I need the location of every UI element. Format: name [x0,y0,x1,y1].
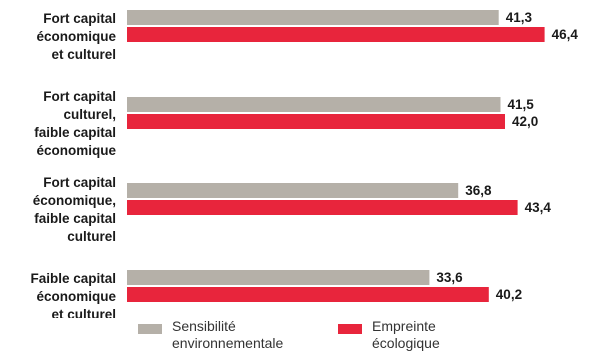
data-label: 43,4 [525,200,552,215]
data-label: 41,3 [506,10,533,25]
bar-sensibilite [127,97,501,112]
data-label: 42,0 [512,114,538,129]
legend-label-sensibilite: Sensibilité environnementale [172,318,284,351]
legend-item-sensibilite: Sensibilité environnementale [138,318,283,352]
bar-sensibilite [127,270,430,285]
category-label: Fort capital culturel, faible capital écono… [34,89,116,158]
bar-sensibilite [127,183,459,198]
data-label: 33,6 [436,270,463,285]
legend-swatch-sensibilite [138,324,162,334]
bar-chart: Fort capital économique et culturel 41,3 46,… [30,10,579,318]
data-label: 36,8 [465,183,492,198]
data-label: 46,4 [552,27,579,42]
data-label: 40,2 [496,287,522,302]
bar-sensibilite [127,10,499,25]
category-label: Fort capital économique et culturel [36,11,116,62]
data-label: 41,5 [508,97,535,112]
category-label: Faible capital économique et culturel [30,271,116,318]
legend-label-empreinte: Empreinte écologique [372,318,440,351]
legend-swatch-empreinte [338,324,362,334]
category-label: Fort capital économique, faible capital cul… [33,175,116,244]
bar-empreinte [127,27,545,42]
bar-empreinte [127,200,518,215]
legend-item-empreinte: Empreinte écologique [338,318,440,352]
bar-empreinte [127,287,489,302]
bar-empreinte [127,114,505,129]
legend: Sensibilité environnementale Empreinte é… [0,318,613,358]
